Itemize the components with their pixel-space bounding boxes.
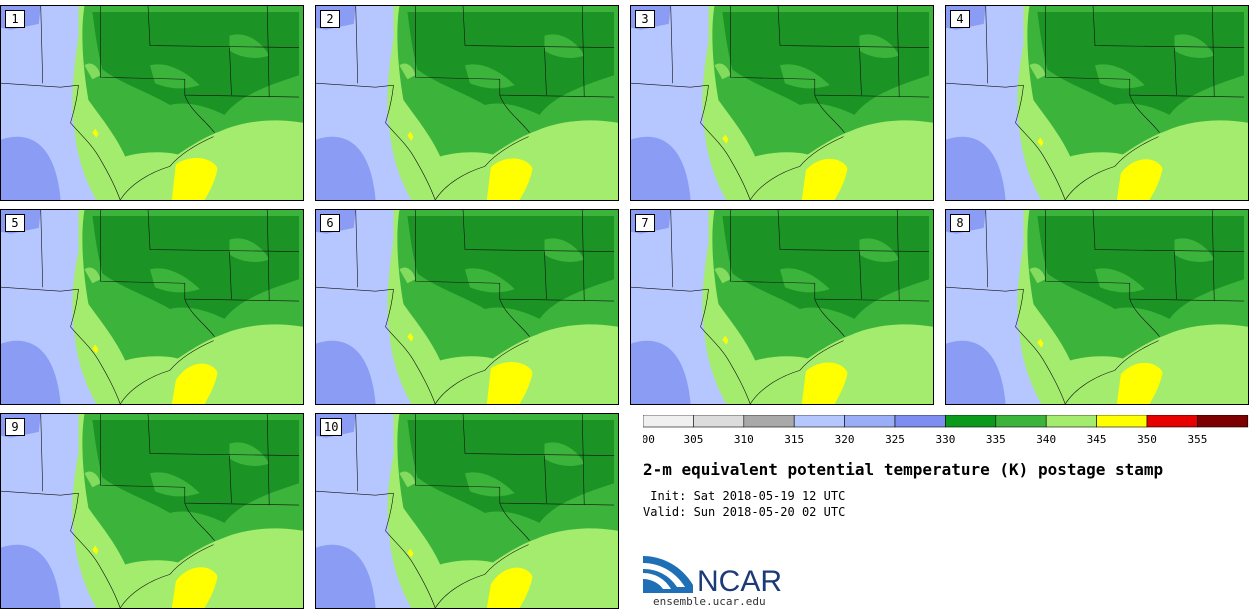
colorbar-tick-label: 340 [1036, 433, 1056, 446]
map-panel-9: 9 [0, 413, 304, 609]
colorbar-tick-label: 310 [734, 433, 754, 446]
map-field [1, 414, 303, 608]
valid-time: Valid: Sun 2018-05-20 02 UTC [643, 505, 846, 519]
member-number: 4 [950, 10, 970, 28]
colorbar-tick-label: 355 [1187, 433, 1207, 446]
colorbar-tick-label: 315 [784, 433, 804, 446]
map-panel-5: 5 [0, 209, 304, 405]
map-panel-6: 6 [315, 209, 619, 405]
map-field [316, 6, 618, 200]
ncar-swoosh-icon [643, 556, 693, 593]
colorbar-tick-label: 330 [935, 433, 955, 446]
map-panel-8: 8 [945, 209, 1249, 405]
colorbar-tick-label: 335 [986, 433, 1006, 446]
colorbar-tick-label: 300 [643, 433, 655, 446]
colorbar-tick-label: 350 [1137, 433, 1157, 446]
colorbar-swatch [643, 415, 694, 428]
colorbar-swatch [793, 415, 845, 428]
colorbar-tick-label: 320 [835, 433, 855, 446]
map-panel-10: 10 [315, 413, 619, 609]
colorbar-legend: 300 305 310 315 320 325 330 335 340 345 350 355 [643, 415, 1249, 446]
map-panel-4: 4 [945, 5, 1249, 201]
member-number: 10 [320, 418, 343, 436]
member-number: 7 [635, 214, 655, 232]
map-panel-1: 1 [0, 5, 304, 201]
map-panel-7: 7 [630, 209, 934, 405]
map-field [1, 6, 303, 200]
member-number: 8 [950, 214, 970, 232]
colorbar-swatch [1045, 415, 1097, 428]
map-panel-2: 2 [315, 5, 619, 201]
map-field [316, 414, 618, 608]
member-number: 5 [5, 214, 25, 232]
map-field [1, 210, 303, 404]
site-url: ensemble.ucar.edu [653, 595, 766, 608]
map-field [631, 210, 933, 404]
colorbar-swatch [945, 415, 997, 428]
figure-title: 2-m equivalent potential temperature (K)… [643, 460, 1164, 479]
colorbar-swatch [1146, 415, 1198, 428]
map-field [946, 210, 1248, 404]
colorbar-swatch [743, 415, 795, 428]
colorbar-swatch [1197, 415, 1249, 428]
init-time: Init: Sat 2018-05-19 12 UTC [643, 489, 846, 503]
member-number: 6 [320, 214, 340, 232]
map-field [946, 6, 1248, 200]
colorbar-swatch [693, 415, 745, 428]
colorbar-tick-label: 325 [885, 433, 905, 446]
colorbar-swatch [894, 415, 946, 428]
member-number: 2 [320, 10, 340, 28]
member-number: 1 [5, 10, 25, 28]
colorbar-swatch [1096, 415, 1148, 428]
member-number: 9 [5, 418, 25, 436]
map-field [631, 6, 933, 200]
ncar-logo-text: NCAR [697, 565, 782, 595]
colorbar-swatch [844, 415, 896, 428]
colorbar-tick-label: 345 [1087, 433, 1107, 446]
ncar-logo: NCAR [643, 556, 782, 595]
map-panel-3: 3 [630, 5, 934, 201]
member-number: 3 [635, 10, 655, 28]
colorbar-swatch [995, 415, 1047, 428]
colorbar-tick-label: 305 [683, 433, 703, 446]
map-field [316, 210, 618, 404]
